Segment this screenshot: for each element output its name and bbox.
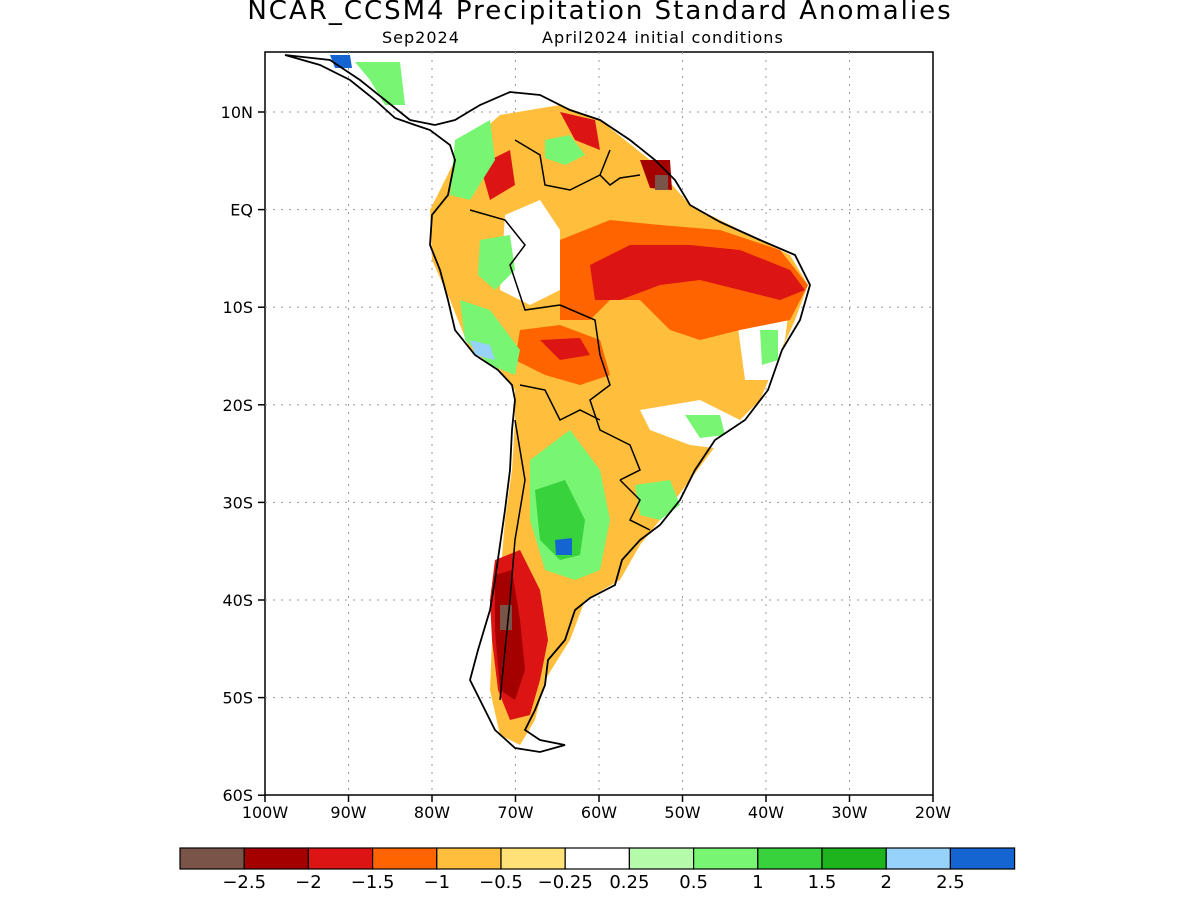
color-bar-swatch xyxy=(692,847,759,870)
color-bar-label: −2 xyxy=(295,872,322,893)
forecast-month: Sep2024 xyxy=(382,28,460,47)
anomaly-region-red xyxy=(590,245,805,300)
lat-label: 30S xyxy=(222,493,253,512)
color-bar-label: 1 xyxy=(752,872,763,893)
anomaly-region-green xyxy=(685,415,725,438)
anomaly-region-green xyxy=(355,62,405,105)
color-bar-swatch xyxy=(821,847,887,870)
lat-label: 40S xyxy=(222,591,253,610)
color-bar-label: 1.5 xyxy=(808,872,837,893)
color-bar-swatch xyxy=(564,847,631,870)
lat-label: 60S xyxy=(222,786,253,805)
lat-label: 50S xyxy=(222,689,253,708)
lon-label: 80W xyxy=(414,803,450,822)
color-bar-swatch xyxy=(500,847,566,870)
color-bar-swatch xyxy=(628,847,695,870)
anomaly-region-brown xyxy=(655,175,668,190)
anomaly-region-green xyxy=(545,135,585,165)
lon-label: 20W xyxy=(915,803,951,822)
lon-label: 100W xyxy=(242,803,289,822)
anomaly-region-red xyxy=(560,112,600,150)
anomaly-region-green xyxy=(478,235,515,290)
anomaly-region-blue xyxy=(555,538,572,555)
color-bar-label: −0.5 xyxy=(479,872,523,893)
anomaly-region-green xyxy=(760,330,778,365)
anomaly-region-green xyxy=(635,480,680,520)
coastline xyxy=(284,54,811,753)
color-bar-swatch xyxy=(757,847,823,870)
color-bar-swatch xyxy=(372,847,438,870)
lon-label: 60W xyxy=(581,803,617,822)
anomaly-region-green xyxy=(450,120,495,200)
lon-label: 40W xyxy=(748,803,784,822)
lat-label: 20S xyxy=(222,396,253,415)
color-bar-label: 2.5 xyxy=(936,872,965,893)
color-bar-label: 0.25 xyxy=(609,872,649,893)
initial-conditions: April2024 initial conditions xyxy=(542,28,784,47)
map-title: NCAR_CCSM4 Precipitation Standard Anomal… xyxy=(247,0,953,26)
lon-label: 90W xyxy=(330,803,366,822)
anomaly-region-red xyxy=(540,338,590,360)
lat-label: 10S xyxy=(222,298,253,317)
color-bar-label: 0.5 xyxy=(679,872,708,893)
color-bar: −2.5 −2 −1.5 −1 −0.5 −0.25 0.25 0.5 1 1.5 2 2.5 xyxy=(179,847,1016,893)
lon-label: 50W xyxy=(664,803,700,822)
color-bar-swatch xyxy=(307,847,374,870)
color-bar-label: 2 xyxy=(880,872,891,893)
color-bar-label: −1.5 xyxy=(351,872,395,893)
country-borders xyxy=(469,139,651,701)
anomaly-region-green xyxy=(460,300,520,375)
color-bar-swatch xyxy=(179,847,245,870)
color-bar-swatch xyxy=(949,847,1016,870)
anomaly-region-neutral xyxy=(640,400,740,450)
color-bar-label: −1 xyxy=(424,872,451,893)
color-bar-swatch xyxy=(436,847,502,870)
anomaly-region-brown xyxy=(500,605,512,630)
lon-label: 30W xyxy=(831,803,867,822)
color-bar-swatch xyxy=(243,847,309,870)
color-bar-label: −0.25 xyxy=(538,872,593,893)
lat-label: EQ xyxy=(230,201,253,220)
lat-label: 10N xyxy=(221,103,253,122)
color-bar-swatch xyxy=(885,847,952,870)
color-bar-label: −2.5 xyxy=(222,872,266,893)
anomaly-region-blue xyxy=(330,55,352,68)
lon-label: 70W xyxy=(497,803,533,822)
anomaly-region-green xyxy=(535,480,585,560)
